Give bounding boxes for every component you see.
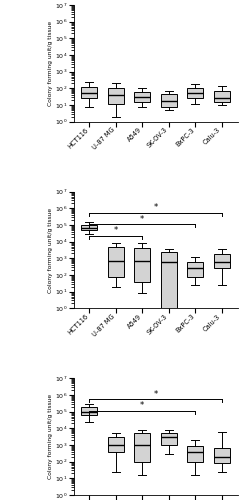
PathPatch shape — [187, 88, 203, 99]
PathPatch shape — [161, 252, 177, 308]
PathPatch shape — [214, 91, 230, 102]
Text: *: * — [114, 226, 118, 235]
PathPatch shape — [108, 246, 124, 276]
PathPatch shape — [135, 434, 150, 462]
Y-axis label: Colony forming unit/g tissue: Colony forming unit/g tissue — [48, 21, 53, 106]
Y-axis label: Colony forming unit/g tissue: Colony forming unit/g tissue — [48, 208, 53, 292]
Text: *: * — [140, 402, 145, 410]
PathPatch shape — [161, 94, 177, 106]
Y-axis label: Colony forming unit/g tissue: Colony forming unit/g tissue — [48, 394, 53, 479]
PathPatch shape — [214, 254, 230, 268]
Text: *: * — [153, 203, 158, 212]
Text: *: * — [140, 214, 145, 224]
PathPatch shape — [81, 225, 97, 230]
Text: *: * — [153, 390, 158, 398]
PathPatch shape — [187, 262, 203, 276]
PathPatch shape — [214, 448, 230, 464]
PathPatch shape — [187, 446, 203, 462]
PathPatch shape — [161, 434, 177, 445]
PathPatch shape — [81, 87, 97, 99]
PathPatch shape — [108, 88, 124, 104]
PathPatch shape — [135, 92, 150, 102]
PathPatch shape — [81, 406, 97, 416]
PathPatch shape — [108, 437, 124, 452]
PathPatch shape — [135, 248, 150, 282]
